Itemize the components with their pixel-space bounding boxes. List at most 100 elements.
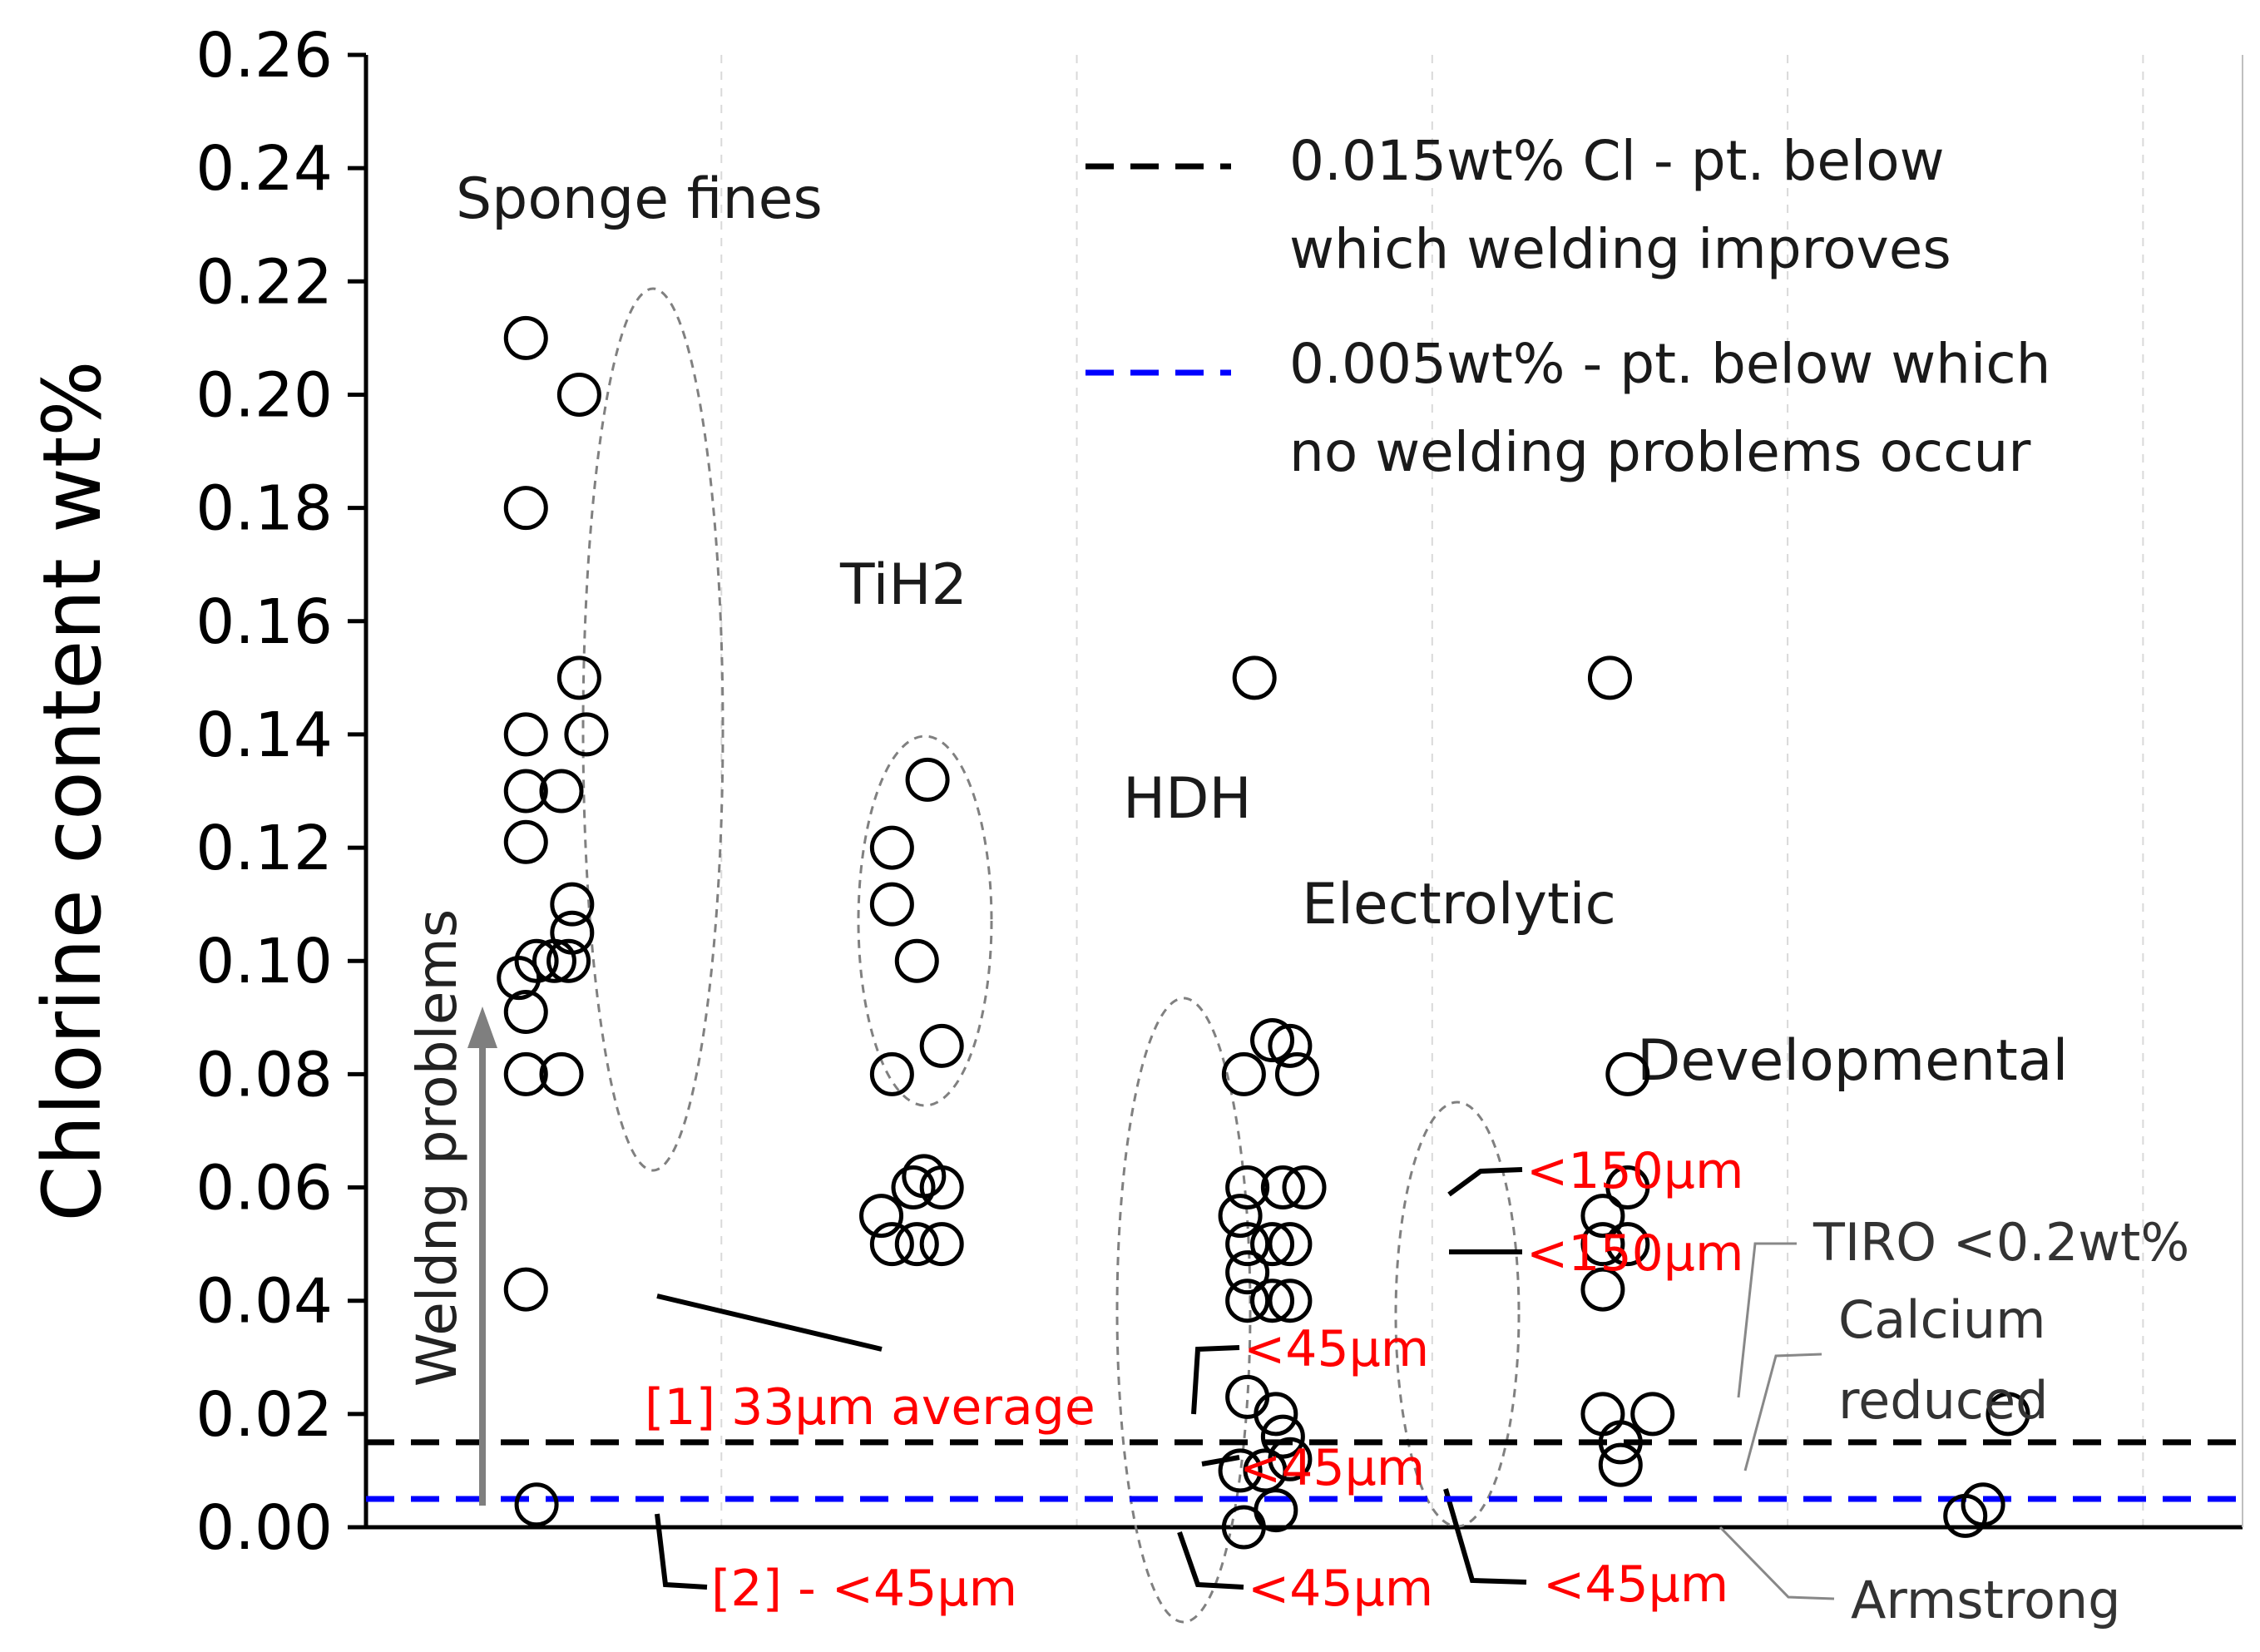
legend-text-blue-2: no welding problems occur — [1289, 420, 2031, 484]
data-point-tih2 — [894, 1222, 939, 1267]
y-tick-label: 0.02 — [195, 1379, 333, 1451]
data-point-hdh — [1225, 1279, 1270, 1323]
data-point-hdh — [1260, 1414, 1305, 1459]
data-point-sponge-fines — [546, 938, 591, 983]
group-label-sponge-fines: Sponge fines — [456, 166, 823, 232]
annotation-elec-c: <45µm — [1543, 1556, 1728, 1614]
data-point-electrolytic — [1605, 1222, 1650, 1267]
data-point-hdh — [1260, 1165, 1305, 1210]
data-point-electrolytic — [1580, 1267, 1625, 1312]
data-point-electrolytic — [1580, 1222, 1625, 1267]
legend-text-blue-1: 0.005wt% - pt. below which — [1289, 332, 2050, 396]
annotation-elec-a: <150µm — [1526, 1142, 1743, 1200]
group-label-electrolytic: Electrolytic — [1302, 872, 1616, 937]
plot-background — [366, 55, 2243, 1527]
data-point-hdh — [1225, 1222, 1270, 1267]
data-point-tih2 — [869, 1051, 914, 1096]
data-points — [497, 315, 2030, 1550]
leader-armstrong — [1718, 1526, 1835, 1600]
data-point-sponge-fines — [503, 315, 548, 360]
arrow-label: Weldng problems — [405, 909, 469, 1387]
hdh-ellipse — [1115, 997, 1252, 1624]
data-point-tih2 — [894, 938, 939, 983]
data-point-hdh — [1218, 1448, 1263, 1493]
data-point-hdh — [1268, 1222, 1313, 1267]
data-point-hdh — [1268, 1023, 1313, 1068]
group-labels: Sponge fines TiH2 HDH Electrolytic Devel… — [456, 166, 2068, 1094]
tih2-ellipse — [857, 734, 993, 1107]
data-point-sponge-fines — [532, 938, 576, 983]
data-point-sponge-fines — [564, 712, 609, 757]
data-point-developmental — [1943, 1493, 1988, 1538]
y-tick-label: 0.26 — [195, 20, 333, 92]
data-point-sponge-fines — [503, 1051, 548, 1096]
annotation-tiro: TIRO <0.2wt% — [1812, 1212, 2189, 1273]
data-point-hdh — [1274, 1051, 1319, 1096]
leader-calcium — [1743, 1353, 1822, 1471]
data-point-hdh — [1243, 1448, 1288, 1493]
data-point-hdh — [1254, 1392, 1298, 1437]
data-point-developmental — [1986, 1392, 2030, 1437]
annotation-hdh-c: <45µm — [1248, 1560, 1433, 1618]
data-point-tih2 — [905, 757, 950, 802]
y-tick-label: 0.16 — [195, 586, 333, 658]
data-point-hdh — [1232, 655, 1277, 700]
data-point-hdh — [1225, 1165, 1270, 1210]
plot-area — [363, 55, 2243, 1530]
data-point-sponge-fines — [514, 1482, 559, 1527]
y-axis-title: Chlorine content wt% — [26, 360, 119, 1221]
data-point-sponge-fines — [539, 1051, 584, 1096]
group-label-hdh: HDH — [1123, 766, 1252, 832]
annotation-hdh-a: <45µm — [1244, 1320, 1429, 1378]
data-point-electrolytic — [1587, 655, 1632, 700]
data-point-sponge-fines — [497, 956, 542, 1001]
data-point-sponge-fines — [550, 882, 595, 927]
y-tick-label: 0.10 — [195, 926, 333, 997]
annotation-elec-b: <150µm — [1526, 1224, 1743, 1283]
data-point-electrolytic — [1605, 1051, 1650, 1096]
data-point-sponge-fines — [503, 990, 548, 1034]
arrow-head — [467, 1007, 497, 1048]
data-point-tih2 — [891, 1165, 936, 1210]
data-point-tih2 — [919, 1023, 964, 1068]
y-tick-label: 0.22 — [195, 246, 333, 318]
data-point-sponge-fines — [503, 819, 548, 864]
data-point-tih2 — [919, 1165, 964, 1210]
data-point-hdh — [1250, 1018, 1295, 1063]
leader-hdh-c — [1177, 1531, 1244, 1590]
data-point-tih2 — [869, 882, 914, 927]
annotation-leaders — [655, 1167, 1835, 1600]
annotation-armstrong: Armstrong — [1851, 1570, 2121, 1630]
data-point-sponge-fines — [503, 712, 548, 757]
y-tick-labels: 0.00 0.02 0.04 0.06 0.08 0.10 0.12 0.14 0.16 0.18… — [195, 20, 366, 1564]
data-point-hdh — [1250, 1222, 1295, 1267]
welding-problems-arrow: Weldng problems — [405, 909, 497, 1506]
annotation-sponge-avg: [1] 33µm average — [645, 1378, 1095, 1437]
data-point-sponge-fines — [556, 372, 601, 417]
y-tick-label: 0.12 — [195, 813, 333, 884]
y-tick-label: 0.20 — [195, 359, 333, 431]
annotations: [1] 33µm average [2] - <45µm <45µm <45µm… — [645, 1142, 2189, 1630]
data-point-hdh — [1225, 1250, 1270, 1295]
data-point-tih2 — [859, 1194, 904, 1239]
data-point-electrolytic — [1580, 1194, 1625, 1239]
legend: 0.015wt% Cl - pt. below which welding im… — [1085, 129, 2050, 484]
data-point-hdh — [1268, 1279, 1313, 1323]
data-point-electrolytic — [1605, 1165, 1650, 1210]
y-tick-label: 0.08 — [195, 1039, 333, 1110]
data-point-hdh — [1221, 1505, 1266, 1550]
leader-hdh-a — [1191, 1345, 1240, 1415]
data-point-sponge-fines — [503, 1267, 548, 1312]
data-point-hdh — [1250, 1279, 1295, 1323]
data-point-hdh — [1282, 1165, 1327, 1210]
leader-elec-c — [1443, 1488, 1527, 1585]
legend-text-black-2: which welding improves — [1289, 217, 1951, 281]
annotation-hdh-b: <45µm — [1239, 1439, 1425, 1497]
y-tick-label: 0.18 — [195, 473, 333, 545]
data-point-hdh — [1218, 1194, 1263, 1239]
legend-text-black-1: 0.015wt% Cl - pt. below — [1289, 129, 1945, 193]
annotation-sponge-fine: [2] - <45µm — [711, 1560, 1017, 1618]
data-point-hdh — [1221, 1051, 1266, 1096]
data-point-electrolytic — [1598, 1442, 1643, 1487]
